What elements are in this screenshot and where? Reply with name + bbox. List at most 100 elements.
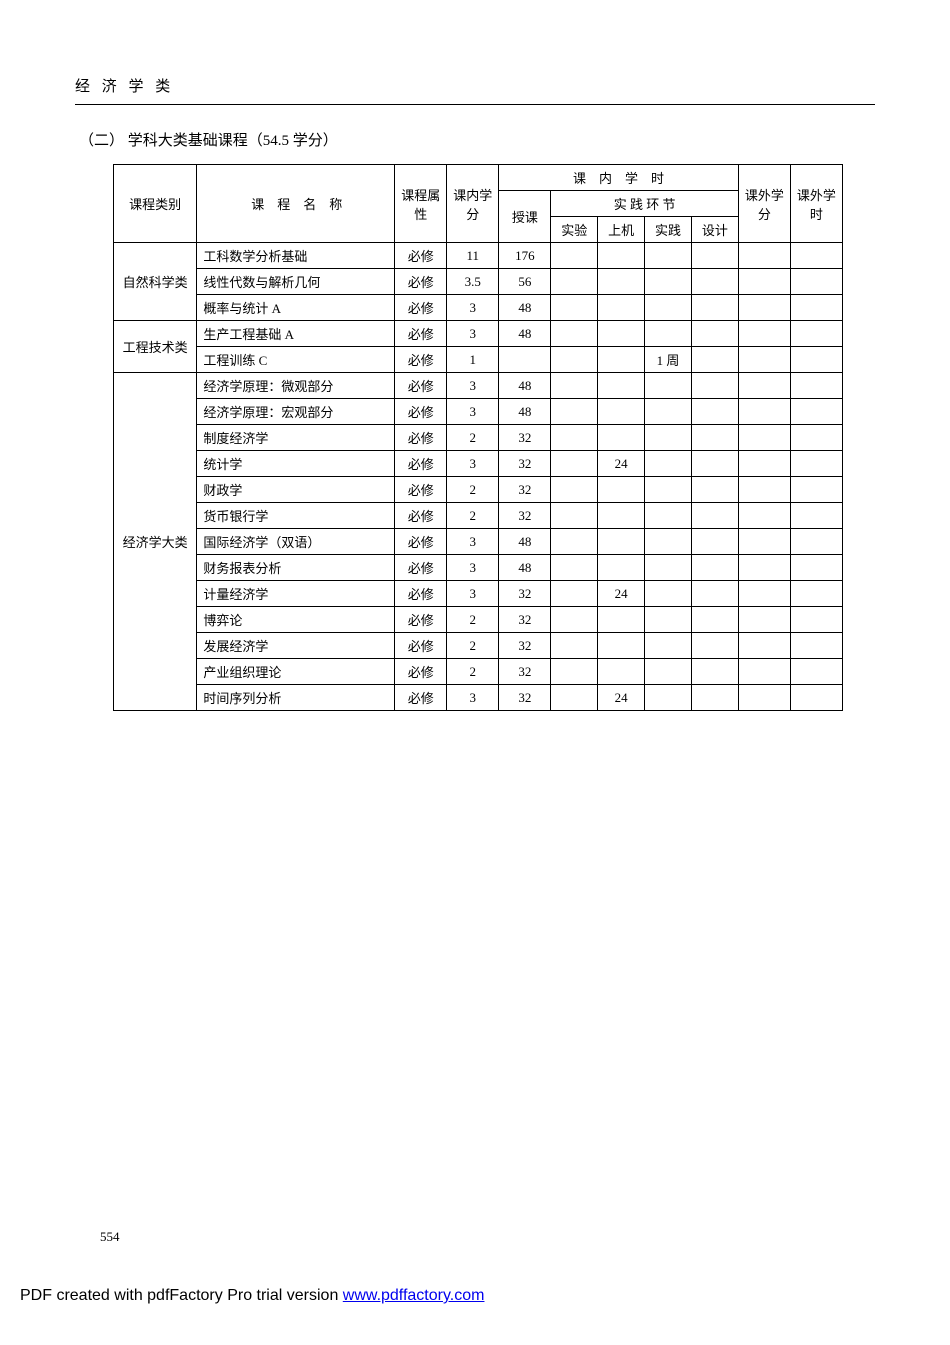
course-exp xyxy=(551,503,598,529)
course-name: 经济学原理：微观部分 xyxy=(197,373,395,399)
course-extcredit xyxy=(738,659,790,685)
course-extcredit xyxy=(738,425,790,451)
course-attr: 必修 xyxy=(395,425,447,451)
pdf-footer: PDF created with pdfFactory Pro trial ve… xyxy=(20,1287,484,1305)
course-exp xyxy=(551,399,598,425)
course-extcredit xyxy=(738,477,790,503)
course-name: 工程训练 C xyxy=(197,347,395,373)
course-exp xyxy=(551,347,598,373)
footer-text: PDF created with pdfFactory Pro trial ve… xyxy=(20,1287,343,1304)
course-comp: 24 xyxy=(598,451,645,477)
course-exp xyxy=(551,685,598,711)
course-exp xyxy=(551,529,598,555)
course-des xyxy=(691,529,738,555)
course-comp xyxy=(598,373,645,399)
table-row: 国际经济学（双语）必修348 xyxy=(114,529,843,555)
course-prac xyxy=(645,451,692,477)
course-extcredit xyxy=(738,399,790,425)
course-credit: 2 xyxy=(447,477,499,503)
course-credit: 2 xyxy=(447,607,499,633)
course-extcredit xyxy=(738,269,790,295)
course-exthour xyxy=(790,529,842,555)
table-row: 货币银行学必修232 xyxy=(114,503,843,529)
course-prac: 1 周 xyxy=(645,347,692,373)
course-teach: 32 xyxy=(499,425,551,451)
course-name: 国际经济学（双语） xyxy=(197,529,395,555)
course-des xyxy=(691,347,738,373)
course-exthour xyxy=(790,477,842,503)
course-name: 线性代数与解析几何 xyxy=(197,269,395,295)
course-prac xyxy=(645,607,692,633)
course-name: 财务报表分析 xyxy=(197,555,395,581)
course-exp xyxy=(551,243,598,269)
course-credit: 3 xyxy=(447,295,499,321)
course-name: 发展经济学 xyxy=(197,633,395,659)
course-credit: 3 xyxy=(447,321,499,347)
table-row: 制度经济学必修232 xyxy=(114,425,843,451)
course-des xyxy=(691,581,738,607)
course-des xyxy=(691,659,738,685)
course-teach: 48 xyxy=(499,295,551,321)
course-credit: 3 xyxy=(447,685,499,711)
course-name: 概率与统计 A xyxy=(197,295,395,321)
course-prac xyxy=(645,529,692,555)
th-credit: 课内学分 xyxy=(447,165,499,243)
course-des xyxy=(691,399,738,425)
table-row: 工程技术类生产工程基础 A必修348 xyxy=(114,321,843,347)
course-exp xyxy=(551,477,598,503)
course-prac xyxy=(645,581,692,607)
table-row: 经济学大类经济学原理：微观部分必修348 xyxy=(114,373,843,399)
course-attr: 必修 xyxy=(395,503,447,529)
course-credit: 3 xyxy=(447,529,499,555)
course-attr: 必修 xyxy=(395,633,447,659)
course-credit: 2 xyxy=(447,633,499,659)
course-comp xyxy=(598,633,645,659)
course-comp: 24 xyxy=(598,685,645,711)
course-prac xyxy=(645,425,692,451)
course-comp xyxy=(598,399,645,425)
course-name: 生产工程基础 A xyxy=(197,321,395,347)
course-prac xyxy=(645,685,692,711)
course-prac xyxy=(645,269,692,295)
course-des xyxy=(691,607,738,633)
course-prac xyxy=(645,295,692,321)
course-name: 产业组织理论 xyxy=(197,659,395,685)
course-name: 经济学原理：宏观部分 xyxy=(197,399,395,425)
course-exthour xyxy=(790,555,842,581)
course-exp xyxy=(551,321,598,347)
footer-link[interactable]: www.pdffactory.com xyxy=(343,1287,485,1304)
course-name: 时间序列分析 xyxy=(197,685,395,711)
course-comp xyxy=(598,425,645,451)
course-prac xyxy=(645,243,692,269)
course-extcredit xyxy=(738,451,790,477)
course-credit: 2 xyxy=(447,659,499,685)
course-credit: 3 xyxy=(447,373,499,399)
course-exthour xyxy=(790,243,842,269)
course-comp xyxy=(598,555,645,581)
course-extcredit xyxy=(738,607,790,633)
course-extcredit xyxy=(738,685,790,711)
course-attr: 必修 xyxy=(395,321,447,347)
course-teach: 56 xyxy=(499,269,551,295)
course-name: 财政学 xyxy=(197,477,395,503)
th-design: 设计 xyxy=(691,217,738,243)
category-cell: 自然科学类 xyxy=(114,243,197,321)
course-exp xyxy=(551,269,598,295)
course-teach: 32 xyxy=(499,503,551,529)
course-attr: 必修 xyxy=(395,399,447,425)
course-credit: 3 xyxy=(447,581,499,607)
course-exthour xyxy=(790,425,842,451)
course-comp xyxy=(598,347,645,373)
table-row: 线性代数与解析几何必修3.556 xyxy=(114,269,843,295)
th-ext-hour: 课外学时 xyxy=(790,165,842,243)
course-teach: 48 xyxy=(499,555,551,581)
course-teach: 176 xyxy=(499,243,551,269)
course-comp xyxy=(598,477,645,503)
course-name: 货币银行学 xyxy=(197,503,395,529)
course-attr: 必修 xyxy=(395,685,447,711)
category-cell: 经济学大类 xyxy=(114,373,197,711)
course-credit: 2 xyxy=(447,503,499,529)
course-comp xyxy=(598,659,645,685)
course-teach: 32 xyxy=(499,581,551,607)
course-prac xyxy=(645,321,692,347)
